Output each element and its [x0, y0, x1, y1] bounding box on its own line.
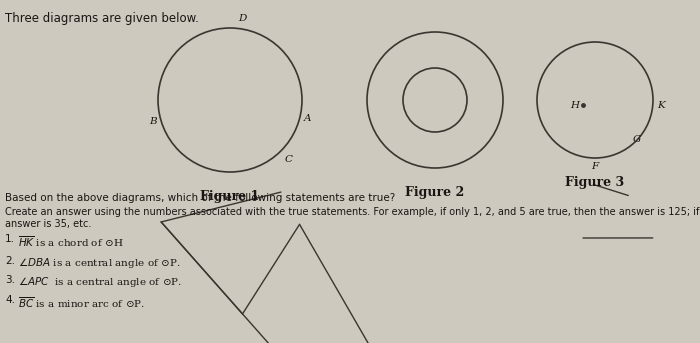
Text: Figure 1: Figure 1 [200, 190, 260, 203]
Text: $\angle DBA$ is a central angle of ⊙P.: $\angle DBA$ is a central angle of ⊙P. [18, 256, 181, 270]
Text: Create an answer using the numbers associated with the true statements. For exam: Create an answer using the numbers assoc… [5, 207, 700, 217]
Text: B: B [150, 117, 157, 126]
Text: A: A [304, 114, 311, 123]
Text: Based on the above diagrams, which of the following statements are true?: Based on the above diagrams, which of th… [5, 193, 395, 203]
Text: D: D [238, 14, 246, 23]
Text: C: C [285, 155, 293, 164]
Text: H: H [570, 100, 579, 109]
Text: Figure 3: Figure 3 [566, 176, 624, 189]
Text: F: F [592, 162, 598, 171]
Text: Three diagrams are given below.: Three diagrams are given below. [5, 12, 199, 25]
Text: $\overline{HK}$ is a chord of ⊙H: $\overline{HK}$ is a chord of ⊙H [18, 234, 123, 249]
Text: G: G [632, 134, 640, 143]
Text: 2.: 2. [5, 256, 15, 266]
Text: Figure 2: Figure 2 [405, 186, 465, 199]
Text: $\overline{BC}$ is a minor arc of ⊙P.: $\overline{BC}$ is a minor arc of ⊙P. [18, 295, 145, 310]
Text: answer is 35, etc.: answer is 35, etc. [5, 219, 92, 229]
Text: 3.: 3. [5, 275, 15, 285]
Text: K: K [657, 100, 664, 109]
Text: 1.: 1. [5, 234, 15, 244]
Text: 4.: 4. [5, 295, 15, 305]
Text: $\angle APC$  is a central angle of ⊙P.: $\angle APC$ is a central angle of ⊙P. [18, 275, 182, 289]
